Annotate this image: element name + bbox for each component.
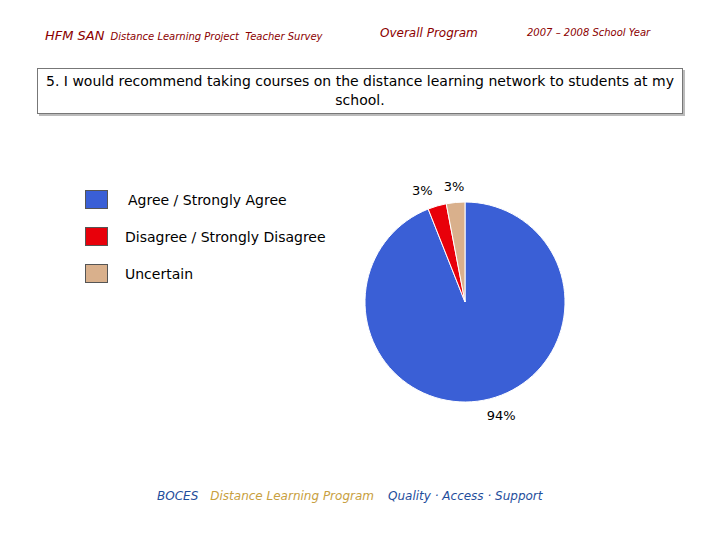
html-text:2007 – 2008 School Year: 2007 – 2008 School Year bbox=[527, 27, 651, 38]
html-text:BOCES: BOCES bbox=[157, 489, 199, 503]
html-text:HFM SAN Distance Learning Proj: HFM SAN Distance Learning Project Teache… bbox=[45, 28, 323, 43]
html-text:5. I would recommend taking co: 5. I would recommend taking courses on t… bbox=[46, 73, 674, 108]
html-text:Disagree / Strongly Disagree: Disagree / Strongly Disagree bbox=[125, 228, 326, 245]
html-text:Quality · Access · Support: Quality · Access · Support bbox=[388, 489, 543, 503]
html-text:Agree / Strongly Agree: Agree / Strongly Agree bbox=[128, 191, 287, 208]
svg-text:3%: 3% bbox=[412, 183, 433, 198]
html-text:Overall Program: Overall Program bbox=[380, 26, 478, 40]
html-text:Uncertain: Uncertain bbox=[125, 265, 193, 282]
svg-text:3%: 3% bbox=[444, 179, 465, 194]
html-text:Distance Learning Program: Distance Learning Program bbox=[210, 489, 374, 503]
svg-text:94%: 94% bbox=[487, 408, 516, 423]
